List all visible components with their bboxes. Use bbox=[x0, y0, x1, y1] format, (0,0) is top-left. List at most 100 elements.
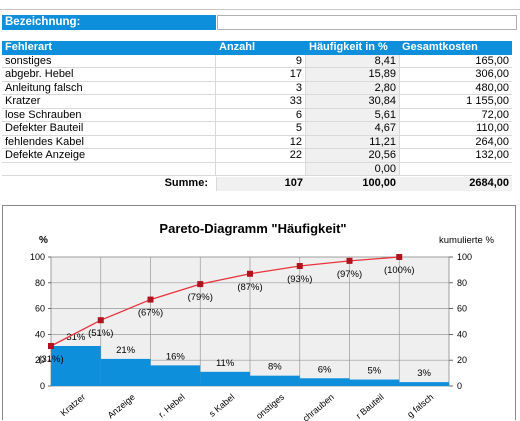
bar bbox=[299, 378, 350, 386]
gesamtkosten-cell[interactable]: 264,00 bbox=[399, 135, 512, 149]
y-axis-left-label: % bbox=[39, 235, 48, 246]
fehlerart-cell[interactable]: Summe: bbox=[164, 177, 208, 189]
bar-label: 6% bbox=[318, 364, 332, 375]
y-tick-left: 80 bbox=[35, 278, 45, 288]
fehlerart-cell[interactable]: abgebr. Hebel bbox=[2, 68, 216, 82]
bar bbox=[51, 346, 101, 386]
haeufigkeit-cell[interactable]: 20,56 bbox=[306, 149, 399, 163]
anzahl-cell[interactable]: 33 bbox=[216, 95, 306, 109]
x-tick-label: Kratzer bbox=[59, 392, 88, 418]
anzahl-cell[interactable]: 5 bbox=[216, 122, 306, 136]
bar-label: 21% bbox=[116, 345, 136, 356]
table-row: Defekter Bauteil 5 4,67 110,00 bbox=[2, 122, 512, 136]
haeufigkeit-cell[interactable]: Häufigkeit in % bbox=[306, 41, 399, 55]
haeufigkeit-cell[interactable]: 30,84 bbox=[306, 95, 399, 109]
haeufigkeit-cell[interactable]: 8,41 bbox=[306, 54, 399, 68]
anzahl-cell[interactable]: 107 bbox=[216, 177, 306, 191]
gesamtkosten-cell[interactable]: 480,00 bbox=[399, 81, 512, 95]
y-tick-right: 80 bbox=[457, 278, 467, 288]
anzahl-cell[interactable]: 17 bbox=[216, 68, 306, 82]
haeufigkeit-cell[interactable]: 100,00 bbox=[306, 177, 399, 191]
bar-label: 16% bbox=[166, 351, 186, 362]
cumulative-label: (100%) bbox=[384, 265, 415, 276]
gesamtkosten-cell[interactable]: 110,00 bbox=[399, 122, 512, 136]
haeufigkeit-cell[interactable]: 4,67 bbox=[306, 122, 399, 136]
x-tick-label: s Kabel bbox=[207, 392, 236, 419]
x-tick-label: r Bauteil bbox=[354, 392, 386, 421]
y-axis-right-label: kumulierte % bbox=[439, 235, 494, 246]
fehlerart-cell[interactable] bbox=[2, 162, 216, 176]
cumulative-label: (87%) bbox=[237, 282, 262, 293]
anzahl-cell[interactable]: 12 bbox=[216, 135, 306, 149]
bar bbox=[399, 382, 449, 386]
anzahl-cell[interactable]: 9 bbox=[216, 54, 306, 68]
table-row: lose Schrauben 6 5,61 72,00 bbox=[2, 108, 512, 122]
gesamtkosten-cell[interactable]: 1 155,00 bbox=[399, 95, 512, 109]
gesamtkosten-cell[interactable]: 72,00 bbox=[399, 108, 512, 122]
bezeichnung-input[interactable] bbox=[217, 15, 517, 30]
cumulative-label: (79%) bbox=[188, 292, 213, 303]
y-tick-left: 60 bbox=[35, 304, 45, 314]
haeufigkeit-cell[interactable]: 0,00 bbox=[306, 162, 399, 176]
y-tick-left: 40 bbox=[35, 329, 45, 339]
pareto-chart-svg: Pareto-Diagramm "Häufigkeit"% kumulierte … bbox=[30, 221, 494, 421]
bar bbox=[250, 375, 300, 386]
y-tick-right: 100 bbox=[457, 252, 472, 262]
y-tick-left: 20 bbox=[35, 355, 45, 365]
bar bbox=[100, 358, 151, 386]
x-tick-label: r. Hebel bbox=[156, 392, 186, 420]
table-row: 0,00 bbox=[2, 162, 512, 176]
bar bbox=[200, 371, 250, 386]
pareto-chart: Pareto-Diagramm "Häufigkeit"% kumulierte … bbox=[2, 205, 516, 421]
cumulative-point bbox=[48, 343, 54, 350]
fehlerart-cell[interactable]: sonstiges bbox=[2, 54, 216, 68]
gesamtkosten-cell[interactable]: 132,00 bbox=[399, 149, 512, 163]
gesamtkosten-cell[interactable]: Gesamtkosten bbox=[399, 41, 512, 55]
cumulative-point bbox=[247, 270, 253, 277]
haeufigkeit-cell[interactable]: 2,80 bbox=[306, 81, 399, 95]
fehlerart-cell[interactable]: Defekte Anzeige bbox=[2, 149, 216, 163]
bar-label: 11% bbox=[216, 358, 235, 369]
y-tick-right: 20 bbox=[457, 355, 467, 365]
y-tick-right: 60 bbox=[457, 304, 467, 314]
anzahl-cell[interactable] bbox=[216, 162, 306, 176]
cumulative-point bbox=[147, 296, 154, 303]
fehlerart-cell[interactable]: Anleitung falsch bbox=[2, 81, 216, 95]
table-sum-row: Summe: 107 100,00 2684,00 bbox=[2, 177, 512, 191]
table-row: Anleitung falsch 3 2,80 480,00 bbox=[2, 81, 512, 95]
anzahl-cell[interactable]: 22 bbox=[216, 149, 306, 163]
fehlerart-cell[interactable]: fehlendes Kabel bbox=[2, 135, 216, 149]
y-tick-left: 0 bbox=[40, 381, 45, 391]
anzahl-cell[interactable]: 6 bbox=[216, 108, 306, 122]
top-border bbox=[0, 0, 520, 10]
fehlerart-cell[interactable]: Kratzer bbox=[2, 95, 216, 109]
gesamtkosten-cell[interactable]: 165,00 bbox=[399, 54, 512, 68]
haeufigkeit-cell[interactable]: 11,21 bbox=[306, 135, 399, 149]
gesamtkosten-cell[interactable]: 2684,00 bbox=[399, 177, 512, 191]
cumulative-line bbox=[50, 256, 400, 347]
table-header: Fehlerart Anzahl Häufigkeit in % Gesamtkost… bbox=[2, 41, 512, 55]
anzahl-cell[interactable]: Anzahl bbox=[216, 41, 306, 55]
cumulative-label: (51%) bbox=[88, 328, 113, 339]
anzahl-cell[interactable]: 3 bbox=[216, 81, 306, 95]
cumulative-label: (93%) bbox=[287, 274, 312, 285]
cumulative-point bbox=[197, 281, 204, 288]
bar bbox=[150, 365, 201, 386]
table-row: abgebr. Hebel 17 15,89 306,00 bbox=[2, 68, 512, 82]
haeufigkeit-cell[interactable]: 15,89 bbox=[306, 68, 399, 82]
fehlerart-cell[interactable]: Defekter Bauteil bbox=[2, 122, 216, 136]
y-tick-left: 100 bbox=[30, 252, 45, 262]
x-tick-label: chrauben bbox=[301, 392, 336, 421]
table-row: Defekte Anzeige 22 20,56 132,00 bbox=[2, 149, 512, 163]
y-tick-right: 40 bbox=[457, 329, 467, 339]
cumulative-label: (67%) bbox=[138, 308, 163, 319]
gesamtkosten-cell[interactable]: 306,00 bbox=[399, 68, 512, 82]
fehlerart-cell[interactable]: Fehlerart bbox=[5, 41, 53, 53]
gesamtkosten-cell[interactable] bbox=[399, 162, 512, 176]
x-tick-label: onstiges bbox=[254, 392, 286, 421]
bar-label: 31% bbox=[66, 332, 86, 343]
fehlerart-cell[interactable]: lose Schrauben bbox=[2, 108, 216, 122]
haeufigkeit-cell[interactable]: 5,61 bbox=[306, 108, 399, 122]
bezeichnung-label: Bezeichnung: bbox=[2, 15, 216, 30]
cumulative-point bbox=[396, 254, 403, 260]
